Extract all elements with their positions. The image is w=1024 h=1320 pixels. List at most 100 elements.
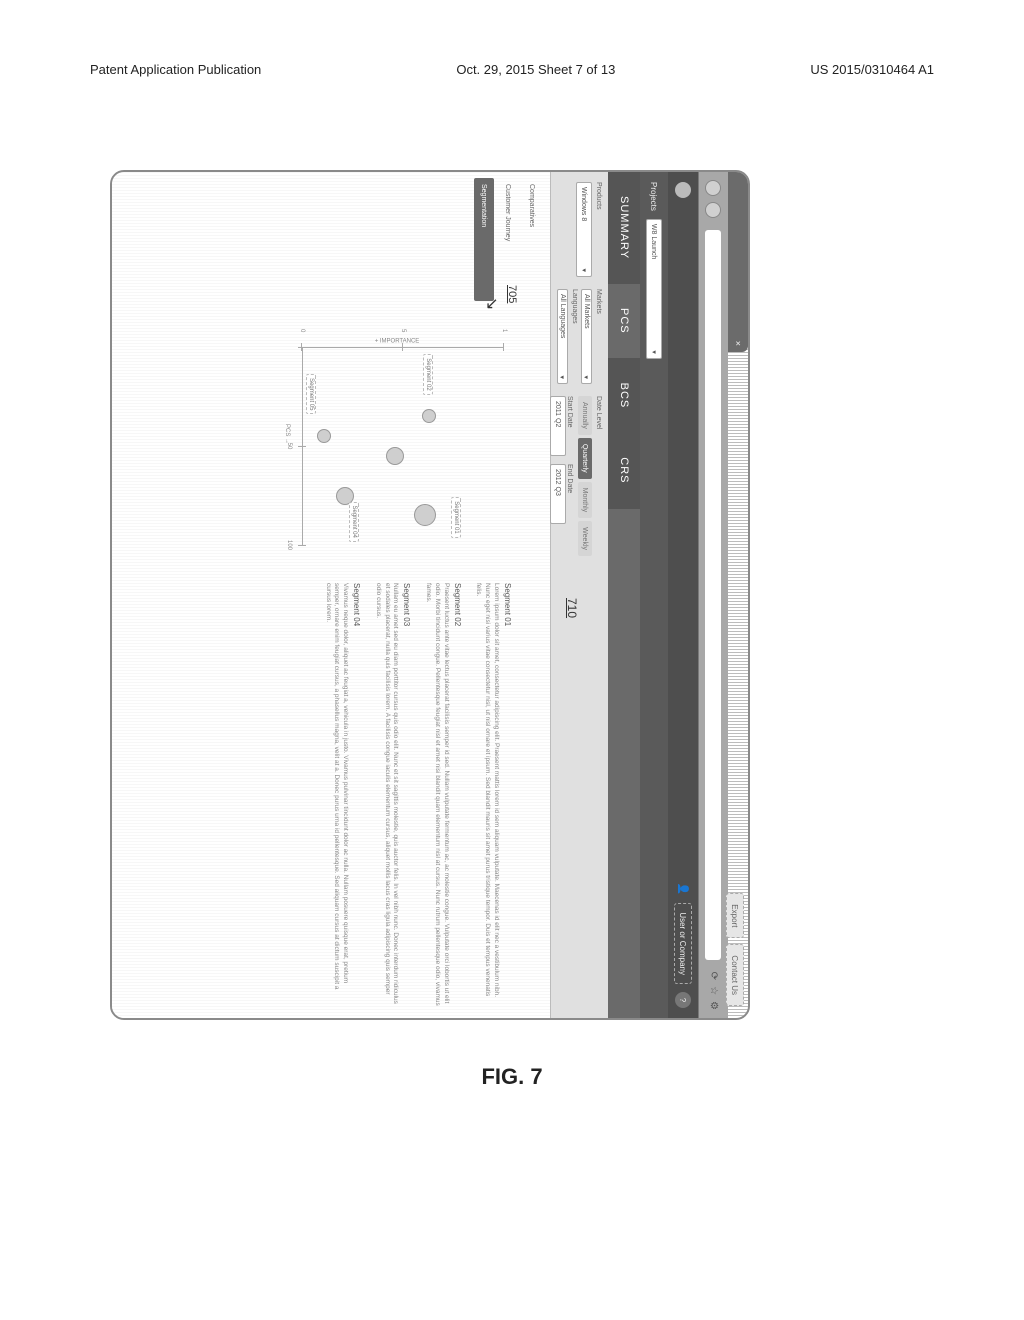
scatter-point[interactable]: Segment 01 [414,504,436,526]
chart-x-tick-label: 100 [286,540,292,550]
header-center: Oct. 29, 2015 Sheet 7 of 13 [456,62,615,77]
chart-y-axis [302,347,504,348]
action-row: Export Contact Us [726,893,744,1006]
project-bar: Projects W8 Launch ▾ [640,172,668,1018]
callout-705: 705 [506,285,518,303]
tab-bcs[interactable]: BCS [608,359,640,434]
export-button[interactable]: Export [726,893,744,938]
chart-y-tick [402,343,403,351]
markets-label: Markets [595,289,602,384]
chevron-down-icon: ▾ [559,375,567,379]
project-dropdown[interactable]: W8 Launch ▾ [646,219,662,359]
scatter-point[interactable]: Segment 05 [317,429,331,443]
header-left: Patent Application Publication [90,62,261,77]
scatter-point-label: Segment 04 [349,502,359,542]
chart-y-tick-label: 5 [400,329,406,332]
segment-body: Praesent luctus ante vitae lectus placer… [423,583,449,1006]
chart-x-tick [298,545,306,546]
sidebar-item-comparatives[interactable]: Comparatives [522,178,542,301]
user-menu[interactable]: User or Company [674,903,692,984]
close-icon[interactable]: × [733,341,743,346]
filter-bar: Products Windows 8▾ Markets All Markets▾… [550,172,608,1018]
help-icon[interactable]: ? [675,992,691,1008]
filter-products: Products Windows 8▾ [557,182,602,277]
tab-pcs[interactable]: PCS [608,284,640,359]
scatter-point-label: Segment 01 [451,497,461,537]
figure-screenshot: × ⟳ ☆ ⚙ 👤 User or Company ? Projects W8 … [110,170,750,1020]
date-level-quarterly[interactable]: Quarterly [578,438,592,479]
chart-y-tick-label: 0 [299,329,305,332]
back-icon[interactable] [706,180,722,196]
languages-dropdown[interactable]: All Languages▾ [557,289,568,384]
favorite-icon[interactable]: ☆ [708,986,719,995]
gear-icon[interactable]: ⚙ [708,1001,719,1010]
segmentation-scatter-chart: 705 ↘ + IMPORTANCE PCS → 05150100Segment… [282,319,512,549]
segment-title: Segment 01 [503,583,512,1006]
sidebar-item-segmentation[interactable]: Segmentation [474,178,494,301]
start-date-dropdown[interactable]: 2011 Q2 [550,396,566,456]
refresh-icon[interactable]: ⟳ [708,972,719,980]
languages-label: Languages [571,289,578,384]
app-topbar: 👤 User or Company ? [668,172,698,1018]
products-label: Products [595,182,602,277]
content-row: Comparatives Customer Journey Segmentati… [112,172,550,1018]
header-right: US 2015/0310464 A1 [810,62,934,77]
browser-tabs-row: × [728,172,748,1018]
user-label: User or Company [679,912,688,975]
filter-dates: Date Level Annually Quarterly Monthly We… [557,396,602,556]
tab-summary[interactable]: SUMMARY [608,172,640,284]
scatter-point-label: Segment 05 [306,374,316,414]
segment-body: Vivamus neque dolor, aliquet ac feugiat … [323,583,349,1006]
chevron-down-icon: ▾ [650,350,658,354]
chart-x-tick [298,446,306,447]
callout-arrow-icon: ↘ [482,297,502,310]
chart-x-label: PCS → [284,424,290,444]
end-date-label: End Date [566,464,573,524]
markets-dropdown[interactable]: All Markets▾ [581,289,592,384]
segment-body: Nullam eu amet sed eu diam porttitor cur… [373,583,399,1006]
chart-y-tick-label: 1 [501,329,507,332]
filter-markets: Markets All Markets▾ Languages All Langu… [557,289,602,384]
scatter-point[interactable]: Segment 02 [422,409,436,423]
chart-x-tick-label: 50 [286,443,292,450]
contact-us-button[interactable]: Contact Us [726,944,744,1006]
page-header: Patent Application Publication Oct. 29, … [0,62,1024,77]
callout-710: 710 [557,598,588,618]
date-level-label: Date Level [595,396,602,556]
app-logo-icon [675,182,691,198]
segment-title: Segment 04 [352,583,361,1006]
date-level-monthly[interactable]: Monthly [578,482,592,519]
segment-title: Segment 02 [453,583,462,1006]
tab-crs[interactable]: CRS [608,433,640,508]
project-value: W8 Launch [651,224,658,259]
segment-block-01: Segment 01 Lorem ipsum dolor sit amet, c… [474,583,512,1006]
projects-label: Projects [650,182,659,211]
chart-column: 705 ↘ + IMPORTANCE PCS → 05150100Segment… [122,319,540,569]
segment-block-03: Segment 03 Nullam eu amet sed eu diam po… [373,583,411,1006]
chart-y-label: + IMPORTANCE [375,338,420,344]
chevron-down-icon: ▾ [580,268,588,272]
address-bar[interactable] [706,230,722,960]
segment-block-02: Segment 02 Praesent luctus ante vitae le… [423,583,461,1006]
chart-y-tick [503,343,504,351]
forward-icon[interactable] [706,202,722,218]
date-level-weekly[interactable]: Weekly [578,521,592,556]
segment-body: Lorem ipsum dolor sit amet, consectetur … [474,583,500,1006]
scatter-point[interactable]: Segment 04 [336,487,354,505]
segments-text-column: Segment 01 Lorem ipsum dolor sit amet, c… [122,583,540,1006]
browser-chrome: ⟳ ☆ ⚙ [698,172,728,1018]
end-date-dropdown[interactable]: 2012 Q3 [550,464,566,524]
sidebar-item-customer-journey[interactable]: Customer Journey [498,178,518,301]
date-level-annually[interactable]: Annually [578,396,592,435]
browser-tab[interactable]: × [728,172,748,352]
segment-block-04: Segment 04 Vivamus neque dolor, aliquet … [323,583,361,1006]
chart-x-tick [298,347,306,348]
main-nav-tabs: SUMMARY PCS BCS CRS [608,172,640,1018]
date-level-group: Annually Quarterly Monthly Weekly [578,396,592,556]
main-panel: Export Contact Us 705 ↘ + IMPORTANCE PCS… [112,307,550,1018]
segment-title: Segment 03 [402,583,411,1006]
scatter-point[interactable] [386,447,404,465]
products-dropdown[interactable]: Windows 8▾ [576,182,592,277]
side-menu: Comparatives Customer Journey Segmentati… [112,172,550,307]
start-date-label: Start Date [566,396,573,456]
